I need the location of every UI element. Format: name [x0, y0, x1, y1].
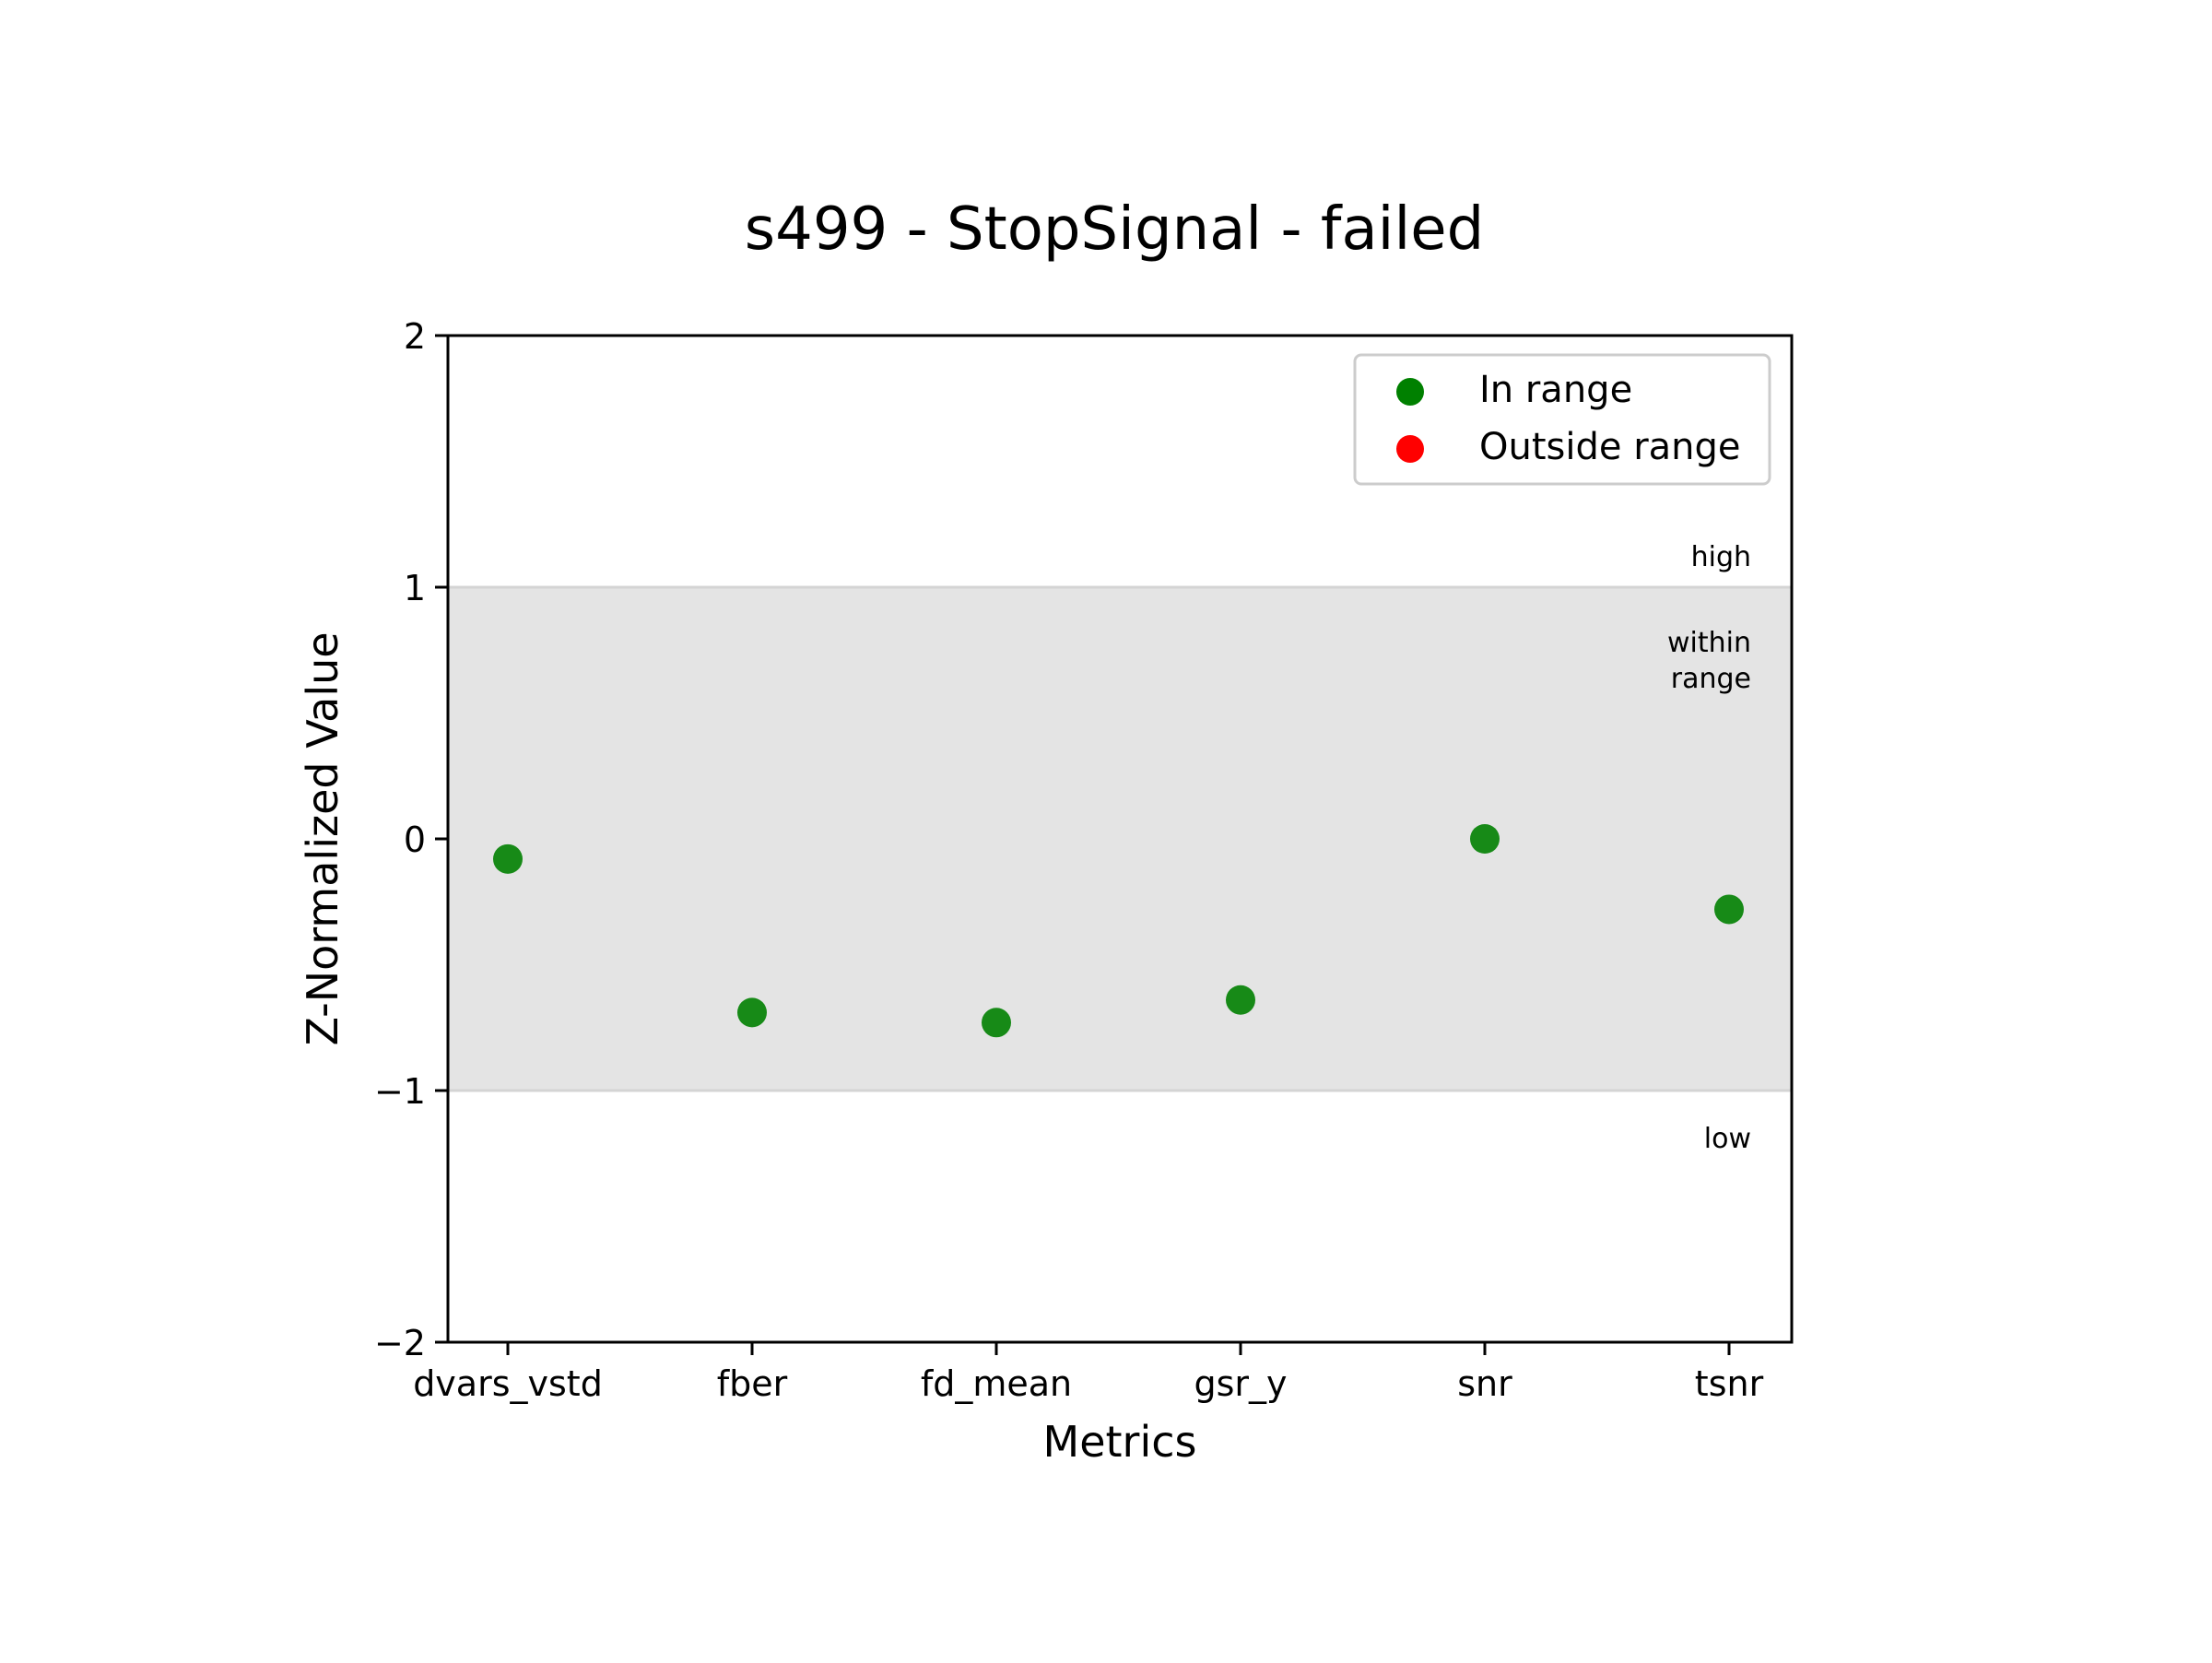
legend: In range Outside range — [1353, 353, 1771, 486]
x-tick-label-fber: fber — [717, 1363, 788, 1404]
y-tick-label: −1 — [374, 1071, 426, 1112]
annotation-range: range — [1671, 663, 1751, 695]
legend-marker-outside-range — [1396, 435, 1424, 463]
legend-frame — [1353, 353, 1771, 486]
data-point-tsnr — [1714, 894, 1744, 925]
y-tick-label: 0 — [404, 820, 426, 860]
data-point-fd_mean — [982, 1008, 1011, 1038]
x-tick-label-dvars_vstd: dvars_vstd — [413, 1363, 603, 1404]
x-tick-label-snr: snr — [1457, 1363, 1512, 1404]
legend-marker-in-range — [1396, 378, 1424, 406]
y-tick-label: −2 — [374, 1323, 426, 1363]
data-point-gsr_y — [1226, 985, 1255, 1015]
legend-label-in-range: In range — [1479, 369, 1632, 411]
y-tick-label: 1 — [404, 568, 426, 608]
annotation-high: high — [1691, 541, 1751, 573]
data-points-group — [493, 824, 1744, 1038]
chart-title: s499 - StopSignal - failed — [745, 195, 1484, 264]
x-tick-label-fd_mean: fd_mean — [921, 1363, 1072, 1404]
x-tick-label-gsr_y: gsr_y — [1194, 1363, 1287, 1404]
data-point-dvars_vstd — [493, 843, 523, 874]
y-tick-label: 2 — [404, 316, 426, 357]
x-axis-label: Metrics — [1043, 1417, 1197, 1467]
x-tick-label-tsnr: tsnr — [1695, 1363, 1764, 1404]
annotation-low: low — [1704, 1123, 1751, 1155]
data-point-fber — [737, 997, 767, 1028]
band-annotations-group: high within range low — [1667, 541, 1751, 1155]
legend-label-outside-range: Outside range — [1479, 426, 1741, 468]
data-point-snr — [1470, 824, 1500, 854]
annotation-within: within — [1667, 627, 1751, 659]
within-range-band-group — [448, 585, 1792, 1092]
y-axis-label: Z-Normalized Value — [298, 631, 347, 1045]
within-range-band — [448, 587, 1792, 1091]
